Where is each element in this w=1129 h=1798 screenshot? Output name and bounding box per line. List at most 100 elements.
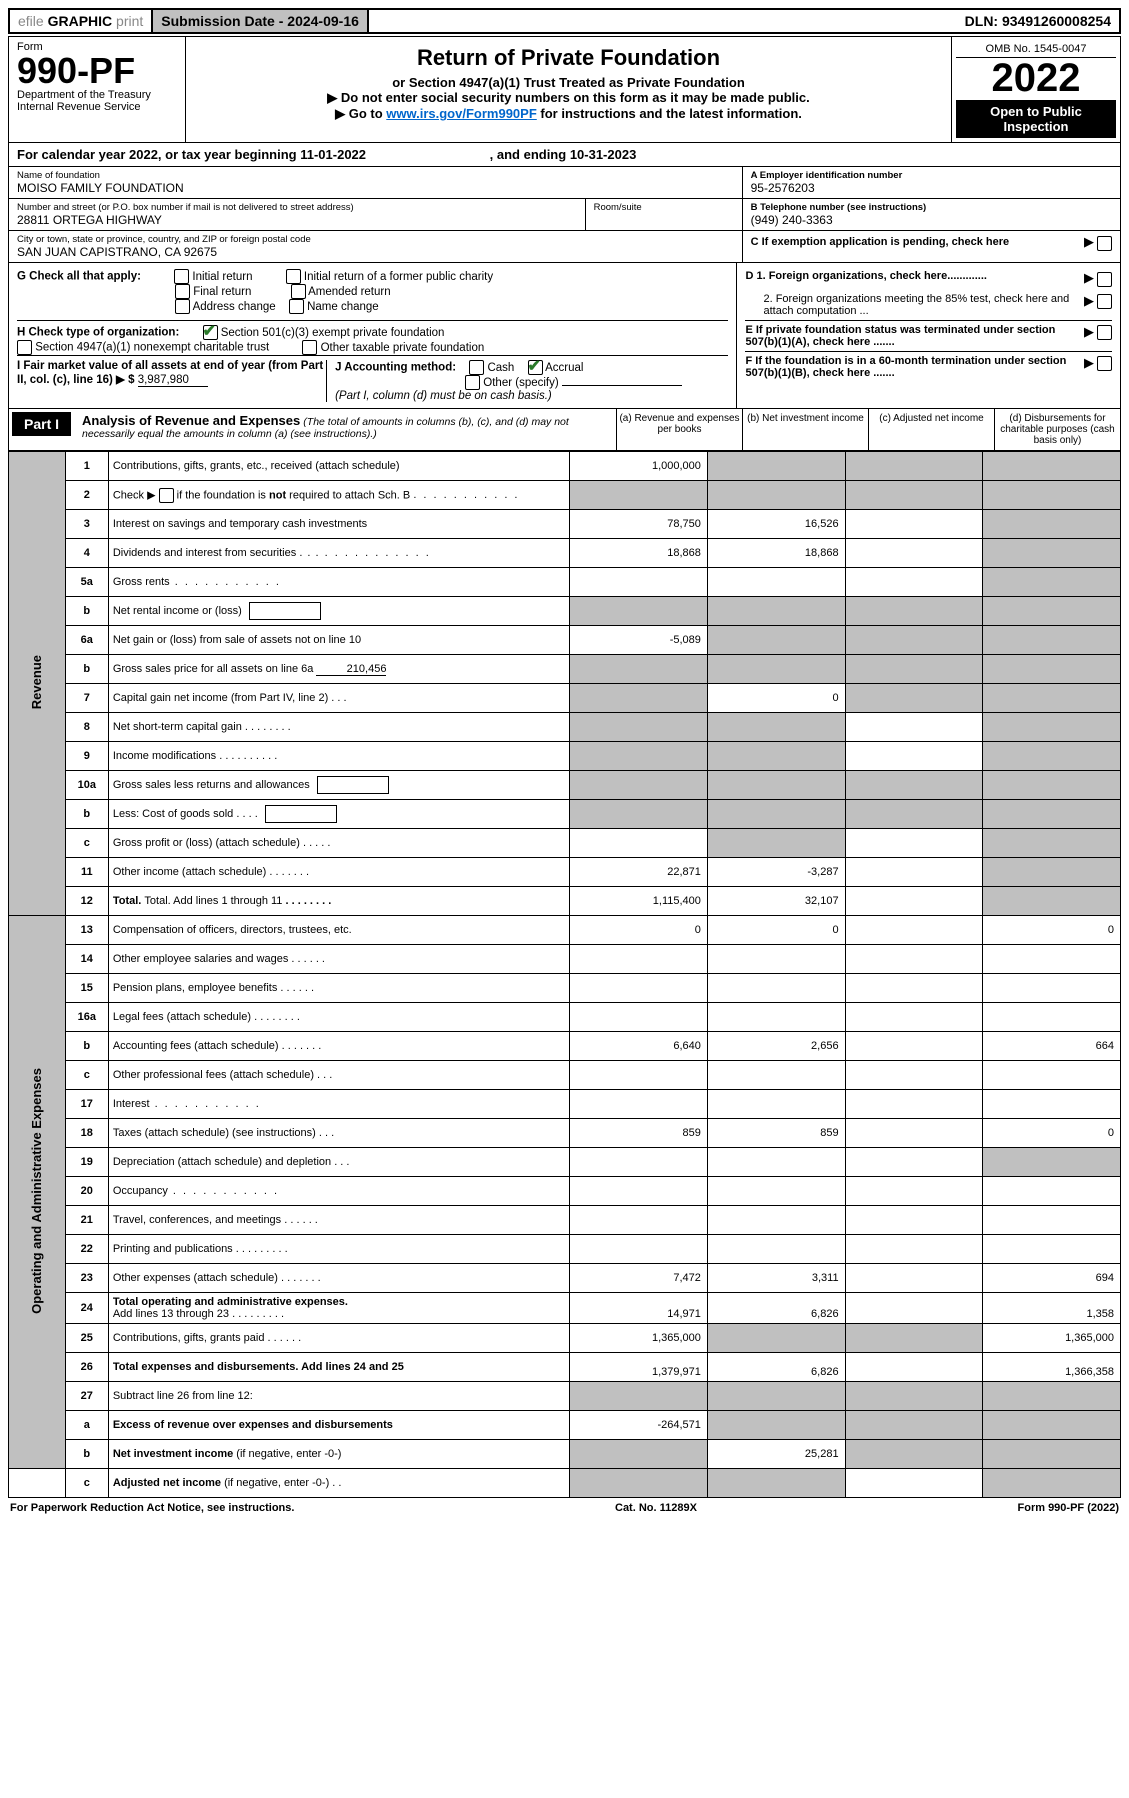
org-right: A Employer identification number 95-2576… xyxy=(742,167,1120,262)
table-row: Operating and Administrative Expenses 13… xyxy=(9,916,1121,945)
amt-b: 18,868 xyxy=(707,539,845,568)
linenum: 9 xyxy=(65,742,108,771)
part1-title: Analysis of Revenue and Expenses (The to… xyxy=(74,409,616,444)
linenum: 24 xyxy=(65,1293,108,1324)
inline-box xyxy=(249,602,321,620)
table-row: bLess: Cost of goods sold . . . . xyxy=(9,800,1121,829)
bullet-1: ▶ Do not enter social security numbers o… xyxy=(198,90,939,106)
amt-b: 859 xyxy=(707,1119,845,1148)
d1-checkbox[interactable] xyxy=(1097,272,1112,287)
amt-a: 18,868 xyxy=(570,539,708,568)
amt-b: 6,826 xyxy=(707,1293,845,1324)
amt-d: 1,365,000 xyxy=(983,1324,1121,1353)
linenum: 1 xyxy=(65,452,108,481)
amt-d: 0 xyxy=(983,916,1121,945)
amt-b: -3,287 xyxy=(707,858,845,887)
g1-checkbox[interactable] xyxy=(174,269,189,284)
h3-checkbox[interactable] xyxy=(302,340,317,355)
bullet-2: ▶ Go to www.irs.gov/Form990PF for instru… xyxy=(198,106,939,122)
d1-label: D 1. Foreign organizations, check here..… xyxy=(745,270,986,282)
j1-checkbox[interactable] xyxy=(469,360,484,375)
cal-begin: 11-01-2022 xyxy=(300,147,366,162)
table-row: 26Total expenses and disbursements. Add … xyxy=(9,1353,1121,1382)
linenum: 15 xyxy=(65,974,108,1003)
linenum: 6a xyxy=(65,626,108,655)
col-c-header: (c) Adjusted net income xyxy=(868,409,994,450)
g2-checkbox[interactable] xyxy=(286,269,301,284)
form-title: Return of Private Foundation xyxy=(198,45,939,71)
h1-checkbox[interactable] xyxy=(203,325,218,340)
desc: Adjusted net income (if negative, enter … xyxy=(108,1469,569,1498)
amt-b: 25,281 xyxy=(707,1440,845,1469)
footer-center: Cat. No. 11289X xyxy=(615,1502,697,1514)
efile-button[interactable]: efile GRAPHIC print xyxy=(10,10,153,32)
amt-d: 1,358 xyxy=(983,1293,1121,1324)
table-row: 16aLegal fees (attach schedule) . . . . … xyxy=(9,1003,1121,1032)
amt-a: 6,640 xyxy=(570,1032,708,1061)
desc: Contributions, gifts, grants, etc., rece… xyxy=(108,452,569,481)
j2-checkbox[interactable] xyxy=(528,360,543,375)
linenum: c xyxy=(65,1061,108,1090)
desc: Other income (attach schedule) . . . . .… xyxy=(108,858,569,887)
g4-checkbox[interactable] xyxy=(291,284,306,299)
dept: Department of the Treasury xyxy=(17,89,177,101)
g2-label: Initial return of a former public charit… xyxy=(304,271,493,283)
l2-checkbox[interactable] xyxy=(159,488,174,503)
arrow-icon: ▶ xyxy=(1084,324,1094,339)
g5-checkbox[interactable] xyxy=(175,299,190,314)
table-row: 7Capital gain net income (from Part IV, … xyxy=(9,684,1121,713)
header-center: Return of Private Foundation or Section … xyxy=(186,37,951,142)
table-row: cAdjusted net income (if negative, enter… xyxy=(9,1469,1121,1498)
linenum: b xyxy=(65,1032,108,1061)
org-info: Name of foundation MOISO FAMILY FOUNDATI… xyxy=(8,167,1121,263)
linenum: b xyxy=(65,655,108,684)
table-row: 21Travel, conferences, and meetings . . … xyxy=(9,1206,1121,1235)
arrow-icon: ▶ xyxy=(1084,355,1094,370)
table-row: Revenue 1Contributions, gifts, grants, e… xyxy=(9,452,1121,481)
c-checkbox[interactable] xyxy=(1097,236,1112,251)
desc: Travel, conferences, and meetings . . . … xyxy=(108,1206,569,1235)
part1-badge: Part I xyxy=(12,412,71,436)
table-row: 20Occupancy xyxy=(9,1177,1121,1206)
desc: Net rental income or (loss) xyxy=(108,597,569,626)
e-checkbox[interactable] xyxy=(1097,325,1112,340)
amt-b: 2,656 xyxy=(707,1032,845,1061)
org-left: Name of foundation MOISO FAMILY FOUNDATI… xyxy=(9,167,742,262)
desc: Compensation of officers, directors, tru… xyxy=(108,916,569,945)
linenum: b xyxy=(65,800,108,829)
g3-checkbox[interactable] xyxy=(175,284,190,299)
desc: Subtract line 26 from line 12: xyxy=(108,1382,569,1411)
desc: Gross profit or (loss) (attach schedule)… xyxy=(108,829,569,858)
h2-checkbox[interactable] xyxy=(17,340,32,355)
amt-a: 78,750 xyxy=(570,510,708,539)
table-row: 18Taxes (attach schedule) (see instructi… xyxy=(9,1119,1121,1148)
table-row: bAccounting fees (attach schedule) . . .… xyxy=(9,1032,1121,1061)
amt-b: 32,107 xyxy=(707,887,845,916)
addr-label: Number and street (or P.O. box number if… xyxy=(17,202,577,213)
table-row: cGross profit or (loss) (attach schedule… xyxy=(9,829,1121,858)
g-label: G Check all that apply: xyxy=(17,271,141,283)
desc: Gross rents xyxy=(108,568,569,597)
linenum: 2 xyxy=(65,481,108,510)
amt-a: 1,000,000 xyxy=(570,452,708,481)
desc: Gross sales price for all assets on line… xyxy=(108,655,569,684)
amt-d: 664 xyxy=(983,1032,1121,1061)
d2-checkbox[interactable] xyxy=(1097,294,1112,309)
form-link[interactable]: www.irs.gov/Form990PF xyxy=(386,106,537,121)
check-right: D 1. Foreign organizations, check here..… xyxy=(736,263,1120,408)
header-left: Form 990-PF Department of the Treasury I… xyxy=(9,37,186,142)
form-number: 990-PF xyxy=(17,53,177,89)
col-headers: (a) Revenue and expenses per books (b) N… xyxy=(616,409,1120,450)
part1-title-text: Analysis of Revenue and Expenses xyxy=(82,413,300,428)
cal-end: 10-31-2023 xyxy=(570,147,637,162)
table-row: 25Contributions, gifts, grants paid . . … xyxy=(9,1324,1121,1353)
revenue-vlabel: Revenue xyxy=(29,655,44,709)
j3-checkbox[interactable] xyxy=(465,375,480,390)
table-row: 2Check ▶ if the foundation is not requir… xyxy=(9,481,1121,510)
table-row: bGross sales price for all assets on lin… xyxy=(9,655,1121,684)
f-checkbox[interactable] xyxy=(1097,356,1112,371)
desc: Pension plans, employee benefits . . . .… xyxy=(108,974,569,1003)
table-row: bNet investment income (if negative, ent… xyxy=(9,1440,1121,1469)
g5-label: Address change xyxy=(193,301,276,313)
g6-checkbox[interactable] xyxy=(289,299,304,314)
